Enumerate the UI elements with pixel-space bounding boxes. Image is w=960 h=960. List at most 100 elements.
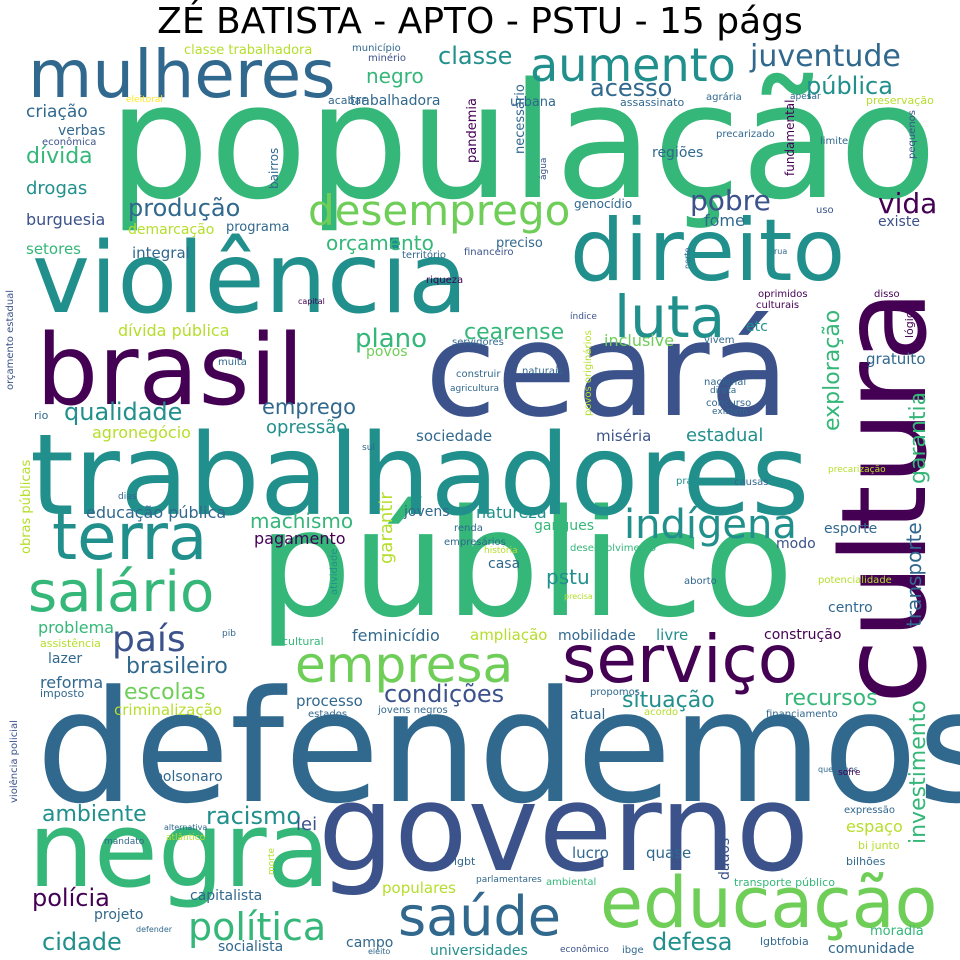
cloud-word: orçamento estadual [5,290,16,391]
cloud-word: público [258,478,794,650]
cloud-word: atividade [329,548,340,595]
cloud-word: existe [878,214,920,230]
cloud-word: acesso [590,74,673,102]
cloud-word: ambiente [42,802,147,827]
cloud-word: serviço [562,621,799,698]
cloud-word: demarcação [128,222,215,238]
cloud-word: miséria [596,427,652,445]
cloud-word: riqueza [426,275,464,286]
cloud-word: rio [34,409,49,422]
cloud-word: centro [828,600,873,616]
cloud-word: uso [816,205,834,216]
cloud-word: modo [776,536,816,552]
cloud-word: pstu [546,565,590,589]
cloud-word: índice [570,312,597,322]
cloud-word: brasileiro [126,654,228,679]
cloud-word: feminicídio [352,626,440,645]
cloud-word: existem [712,407,748,417]
cloud-word: lgbt [454,855,476,868]
cloud-word: precarizado [716,129,775,140]
cloud-word: bilhões [846,855,886,868]
cloud-word: renda [454,523,483,534]
cloud-word: lógica [903,305,916,338]
cloud-word: defender [136,925,173,934]
cloud-word: brasil [36,314,305,428]
cloud-word: classe [438,42,513,70]
cloud-word: empresários [444,537,506,548]
cloud-word: culturais [756,300,800,311]
cloud-word: setores [26,240,81,258]
cloud-word: integral [132,244,190,262]
cloud-word: preciso [496,236,543,251]
cloud-word: lucro [572,844,609,862]
cloud-word: país [112,619,186,660]
cloud-word: lazer [48,651,83,667]
cloud-word: saúde [398,885,561,948]
cloud-word: concurso [706,398,752,409]
cloud-word: pobre [690,184,771,217]
cloud-word: econômico [560,945,609,955]
cloud-word: programa [226,220,290,235]
cloud-word: opressão [266,417,348,438]
cloud-word: educação [600,862,938,944]
cloud-word: cultural [282,635,324,648]
cloud-word: socialista [218,939,284,955]
cloud-word: burguesia [26,210,106,229]
cloud-word: município [352,43,401,54]
cloud-word: bi junto [858,839,900,852]
cloud-word: assistência [40,637,101,650]
cloud-word: oprimidos [758,289,808,300]
cloud-word: machismo [250,509,354,533]
cloud-word: estados [308,709,348,720]
cloud-word: violência policial [9,720,20,803]
cloud-word: capitalista [190,888,263,904]
cloud-word: escolas [124,680,206,705]
cloud-word: racismo [206,802,302,830]
cloud-word: aumento [530,38,736,92]
cloud-word: trabalhadora [350,93,441,109]
cloud-word: econômica [42,137,97,148]
cloud-word: fundamental [783,100,797,177]
cloud-word: imposto [40,687,85,700]
cloud-word: nacional [704,377,747,388]
cloud-word: dívida [26,144,93,169]
cloud-word: fome [704,211,745,230]
cloud-word: política [188,905,327,949]
cloud-word: sofre [838,768,861,778]
cloud-word: queremos [818,765,858,774]
cloud-word: construção [764,627,842,643]
cloud-word: morte [267,848,277,876]
cloud-word: polícia [32,884,110,912]
cloud-word: espaço [846,817,903,836]
cloud-word: acabar [328,94,366,107]
cloud-word: moradia [870,924,924,939]
cloud-word: luta [614,283,726,351]
cloud-word: assassinato [620,96,685,109]
cloud-word: livre [656,626,689,644]
cloud-word: condições [384,680,505,708]
cloud-word: vida [878,187,938,220]
cloud-word: acordo [644,707,679,718]
cloud-word: muita [218,357,247,368]
cloud-word: obras públicas [19,460,34,555]
cloud-word: aborto [684,576,717,587]
cloud-word: capital [298,297,325,306]
cloud-word: processo [296,692,363,710]
cloud-word: urbana [510,95,557,110]
cloud-word: minério [368,53,407,64]
cloud-word: verbas [58,123,106,139]
cloud-word: território [402,250,446,261]
cloud-word: preservação [866,94,934,107]
cloud-word: lei [296,814,318,835]
cloud-word: rua [774,247,788,256]
cloud-word: reforma [40,673,104,692]
cloud-word: governo [318,760,810,899]
cloud-word: ambiental [546,877,597,888]
cloud-word: naturais [522,366,563,377]
cloud-word: salário [28,560,215,625]
cloud-word: plano [355,324,428,354]
cloud-word: gangues [534,518,595,534]
cloud-word: quase [646,844,692,862]
cloud-word: casa [488,556,521,572]
